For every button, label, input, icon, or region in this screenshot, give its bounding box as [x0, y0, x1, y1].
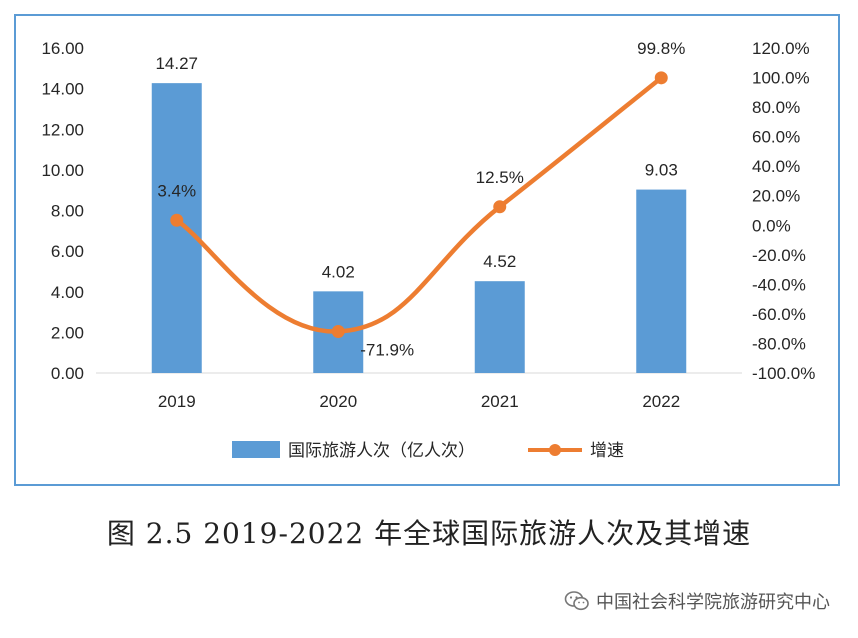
right-tick-label: 60.0%	[752, 128, 800, 147]
watermark-text: 中国社会科学院旅游研究中心	[596, 592, 830, 613]
right-tick-label: -80.0%	[752, 334, 806, 353]
left-axis: 0.00 2.00 4.00 6.00 8.00 10.00 12.00 14.00 16.00	[41, 39, 84, 383]
bar	[636, 189, 687, 373]
legend-line-marker	[549, 444, 561, 456]
right-tick-label: -20.0%	[752, 246, 806, 265]
bar	[151, 83, 202, 373]
combo-chart: 0.00 2.00 4.00 6.00 8.00 10.00 12.00 14.00 16.00…	[41, 39, 815, 461]
line-point	[493, 200, 507, 214]
chart-frame: 0.00 2.00 4.00 6.00 8.00 10.00 12.00 14.00 16.00…	[14, 14, 840, 486]
line-data-label: 12.5%	[476, 168, 524, 187]
bar-data-label: 14.27	[155, 54, 198, 73]
bar-data-label: 4.02	[322, 262, 355, 281]
x-axis: 2019 2020 2021 2022	[158, 392, 680, 411]
right-tick-label: 120.0%	[752, 39, 810, 58]
right-tick-label: -100.0%	[752, 364, 815, 383]
x-tick-label: 2020	[319, 392, 357, 411]
right-tick-label: -60.0%	[752, 305, 806, 324]
legend: 国际旅游人次（亿人次） 增速	[232, 441, 624, 461]
line-data-label: -71.9%	[360, 340, 414, 359]
left-tick-label: 2.00	[51, 323, 84, 342]
x-tick-label: 2021	[481, 392, 519, 411]
right-tick-label: 100.0%	[752, 69, 810, 88]
right-axis: -100.0% -80.0% -60.0% -40.0% -20.0% 0.0% 20.0%…	[752, 39, 815, 383]
left-tick-label: 8.00	[51, 202, 84, 221]
line-point	[170, 213, 184, 227]
line-data-label: 3.4%	[157, 181, 196, 200]
bar	[474, 281, 525, 373]
right-tick-label: 80.0%	[752, 98, 800, 117]
legend-bar-label: 国际旅游人次（亿人次）	[288, 441, 475, 461]
line-series	[170, 71, 668, 338]
right-tick-label: 0.0%	[752, 216, 791, 235]
left-tick-label: 0.00	[51, 364, 84, 383]
line-data-label: 99.8%	[637, 39, 685, 58]
left-tick-label: 14.00	[41, 80, 84, 99]
bar-data-label: 9.03	[645, 161, 678, 180]
bar-data-label: 4.52	[483, 252, 516, 271]
x-tick-label: 2022	[642, 392, 680, 411]
line-point	[654, 71, 668, 85]
left-tick-label: 6.00	[51, 242, 84, 261]
wechat-icon	[564, 591, 589, 611]
data-labels: 14.27 4.02 4.52 9.03 3.4% -71.9% 12.5% 99.8%	[155, 39, 685, 360]
right-tick-label: 20.0%	[752, 187, 800, 206]
growth-line	[174, 75, 664, 334]
watermark: 中国社会科学院旅游研究中心	[564, 588, 830, 614]
bar-series	[151, 83, 687, 373]
legend-bar-swatch	[232, 441, 280, 458]
legend-line-label: 增速	[590, 441, 624, 461]
left-tick-label: 10.00	[41, 161, 84, 180]
left-tick-label: 12.00	[41, 120, 84, 139]
line-point	[331, 324, 345, 338]
right-tick-label: 40.0%	[752, 157, 800, 176]
x-tick-label: 2019	[158, 392, 196, 411]
left-tick-label: 16.00	[41, 39, 84, 58]
figure-caption: 图 2.5 2019-2022 年全球国际旅游人次及其增速	[106, 517, 752, 550]
right-tick-label: -40.0%	[752, 275, 806, 294]
left-tick-label: 4.00	[51, 283, 84, 302]
